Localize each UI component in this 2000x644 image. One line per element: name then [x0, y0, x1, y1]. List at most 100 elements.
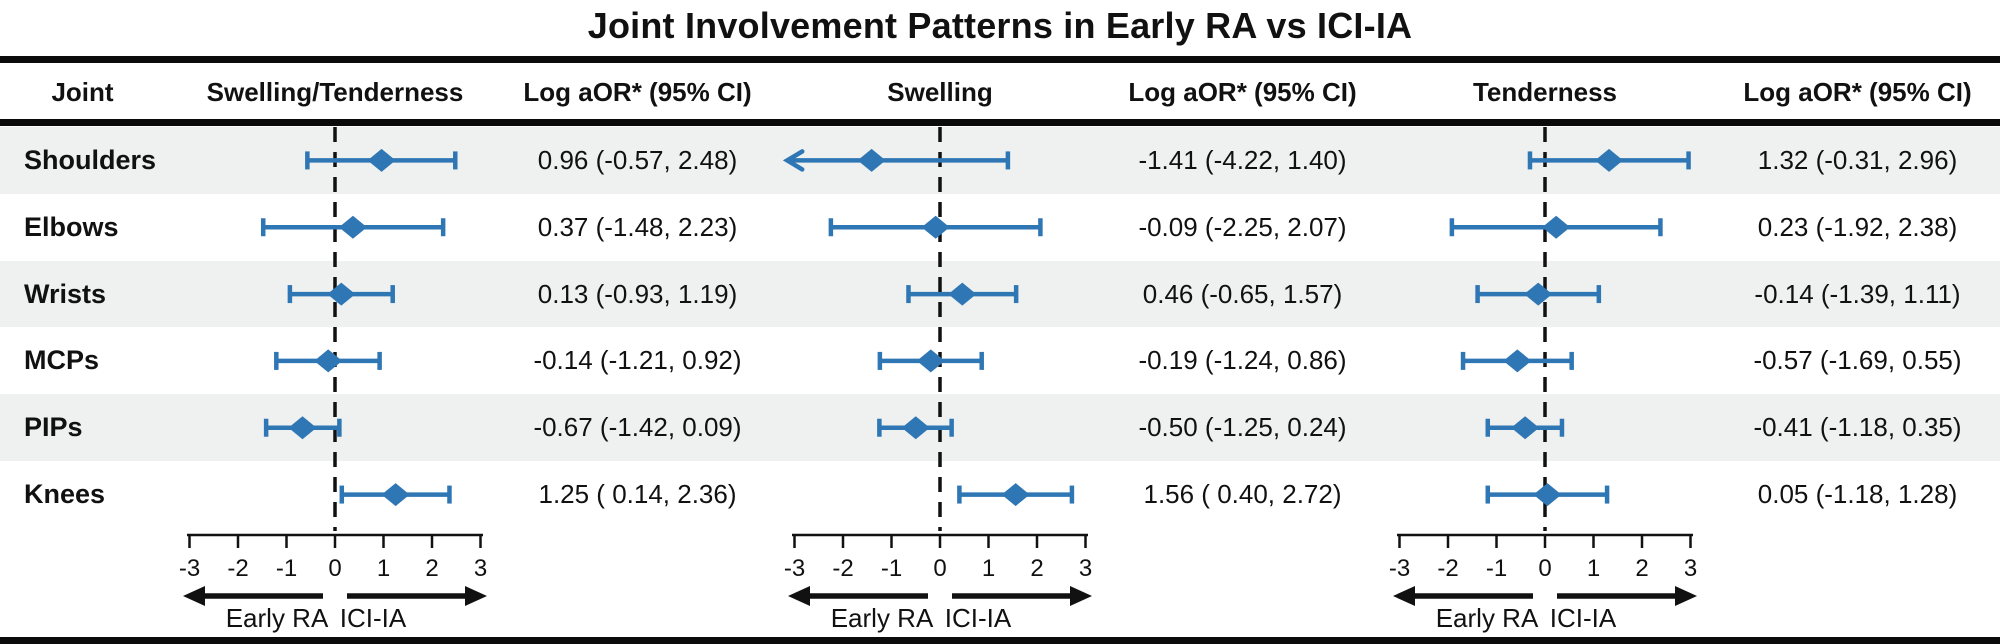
axis-tick-label: 3 — [1684, 555, 1697, 582]
axis-tick-label: 3 — [1079, 555, 1092, 582]
forest-cell — [770, 261, 1110, 328]
direction-label-right: ICI-IA — [340, 603, 407, 633]
joint-label: Wrists — [24, 278, 107, 309]
header-swelling-tenderness: Swelling/Tenderness — [206, 76, 464, 107]
header-tenderness: Tenderness — [1472, 76, 1617, 107]
header-log-aor-2: Log aOR* (95% CI) — [1128, 76, 1357, 107]
header-swelling: Swelling — [887, 76, 993, 107]
x-axis: -3 -2 -1 0 1 2 3 — [1389, 533, 1697, 582]
table-row: Knees 1.25 ( 0.14, 2.36) 1.56 ( 0.40, 2.… — [0, 461, 2000, 528]
log-aor-value: 0.13 (-0.93, 1.19) — [537, 278, 738, 309]
log-aor-value: 0.23 (-1.92, 2.38) — [1757, 211, 1958, 242]
log-aor-value: -0.57 (-1.69, 0.55) — [1753, 345, 1962, 376]
log-aor-value: -1.41 (-4.22, 1.40) — [1138, 144, 1347, 175]
axis-tick-label: -2 — [832, 555, 853, 582]
forest-cell — [165, 461, 505, 528]
axis-tick-label: 2 — [1030, 555, 1043, 582]
axis-tick-label: 0 — [933, 555, 946, 582]
table-row: Wrists 0.13 (-0.93, 1.19) 0.46 (-0.65, 1… — [0, 260, 2000, 328]
joint-label: Knees — [24, 479, 106, 510]
log-aor-value: 0.05 (-1.18, 1.28) — [1757, 479, 1958, 510]
log-aor-value: 0.96 (-0.57, 2.48) — [537, 144, 738, 175]
axis-tick-label: 1 — [377, 555, 390, 582]
log-aor-value: 1.56 ( 0.40, 2.72) — [1143, 479, 1342, 510]
forest-cell — [770, 461, 1110, 528]
axis-tick-label: 1 — [982, 555, 995, 582]
joint-label: Elbows — [24, 211, 119, 242]
forest-cell — [165, 194, 505, 261]
axis-tick-label: 3 — [474, 555, 487, 582]
table-row: Shoulders 0.96 (-0.57, 2.48) -1.41 (-4.2… — [0, 127, 2000, 194]
log-aor-value: -0.41 (-1.18, 0.35) — [1753, 412, 1962, 443]
forest-cell — [1375, 461, 1715, 528]
log-aor-value: -0.14 (-1.21, 0.92) — [533, 345, 742, 376]
direction-label-left: Early RA — [226, 603, 329, 633]
table-row: Elbows 0.37 (-1.48, 2.23) -0.09 (-2.25, … — [0, 194, 2000, 261]
log-aor-value: 0.46 (-0.65, 1.57) — [1142, 278, 1343, 309]
axis-tick-label: -3 — [784, 555, 805, 582]
forest-cell — [165, 127, 505, 194]
table-body: Shoulders 0.96 (-0.57, 2.48) -1.41 (-4.2… — [0, 127, 2000, 528]
log-aor-value: 1.32 (-0.31, 2.96) — [1757, 144, 1958, 175]
direction-arrows: Early RA ICI-IA — [183, 586, 487, 633]
log-aor-value: -0.67 (-1.42, 0.09) — [533, 412, 742, 443]
direction-label-right: ICI-IA — [1550, 603, 1617, 633]
horizontal-rule-top — [0, 56, 2000, 63]
x-axis: -3 -2 -1 0 1 2 3 — [784, 533, 1092, 582]
direction-arrows: Early RA ICI-IA — [1393, 586, 1697, 633]
table-row: MCPs -0.14 (-1.21, 0.92) -0.19 (-1.24, 0… — [0, 327, 2000, 394]
forest-cell — [1375, 261, 1715, 328]
forest-cell — [1375, 394, 1715, 461]
x-axis: -3 -2 -1 0 1 2 3 — [179, 533, 487, 582]
direction-label-left: Early RA — [1436, 603, 1539, 633]
forest-cell — [165, 261, 505, 328]
joint-label: PIPs — [24, 412, 83, 443]
axis-tick-label: -3 — [1389, 555, 1410, 582]
forest-cell — [770, 394, 1110, 461]
axis-tick-label: 0 — [1538, 555, 1551, 582]
axis-tick-label: -2 — [227, 555, 248, 582]
column-header-row: Joint Swelling/Tenderness Log aOR* (95% … — [0, 68, 2000, 116]
horizontal-rule-header — [0, 119, 2000, 126]
axis-tick-label: -1 — [1486, 555, 1507, 582]
header-log-aor-1: Log aOR* (95% CI) — [523, 76, 752, 107]
axis-tick-label: -1 — [276, 555, 297, 582]
log-aor-value: 0.37 (-1.48, 2.23) — [537, 211, 738, 242]
log-aor-value: -0.19 (-1.24, 0.86) — [1138, 345, 1347, 376]
log-aor-value: -0.09 (-2.25, 2.07) — [1138, 211, 1347, 242]
left-arrowhead-icon — [1393, 586, 1415, 606]
axis-tick-label: 1 — [1587, 555, 1600, 582]
axis-tick-label: -2 — [1437, 555, 1458, 582]
joint-label: MCPs — [24, 345, 100, 376]
axis-tick-label: 0 — [328, 555, 341, 582]
left-arrowhead-icon — [788, 586, 810, 606]
right-arrowhead-icon — [465, 586, 487, 606]
direction-label-right: ICI-IA — [945, 603, 1012, 633]
axis-tick-label: 2 — [425, 555, 438, 582]
axis-tick-label: 2 — [1635, 555, 1648, 582]
axis-tick-label: -1 — [881, 555, 902, 582]
axis-tick-label: -3 — [179, 555, 200, 582]
figure-title: Joint Involvement Patterns in Early RA v… — [587, 5, 1413, 46]
header-log-aor-3: Log aOR* (95% CI) — [1743, 76, 1972, 107]
forest-cell — [165, 394, 505, 461]
direction-arrows: Early RA ICI-IA — [788, 586, 1092, 633]
forest-cell — [1375, 127, 1715, 194]
header-joint: Joint — [51, 76, 114, 107]
forest-cell — [770, 327, 1110, 394]
left-arrowhead-icon — [183, 586, 205, 606]
joint-label: Shoulders — [24, 144, 157, 175]
right-arrowhead-icon — [1070, 586, 1092, 606]
right-arrowhead-icon — [1675, 586, 1697, 606]
direction-label-left: Early RA — [831, 603, 934, 633]
forest-cell — [770, 194, 1110, 261]
table-row: PIPs -0.67 (-1.42, 0.09) -0.50 (-1.25, 0… — [0, 394, 2000, 462]
forest-cell — [165, 327, 505, 394]
forest-cell — [770, 127, 1110, 194]
log-aor-value: 1.25 ( 0.14, 2.36) — [538, 479, 737, 510]
forest-cell — [1375, 327, 1715, 394]
forest-cell — [1375, 194, 1715, 261]
log-aor-value: -0.14 (-1.39, 1.11) — [1754, 278, 1961, 309]
horizontal-rule-bottom — [0, 637, 2000, 644]
